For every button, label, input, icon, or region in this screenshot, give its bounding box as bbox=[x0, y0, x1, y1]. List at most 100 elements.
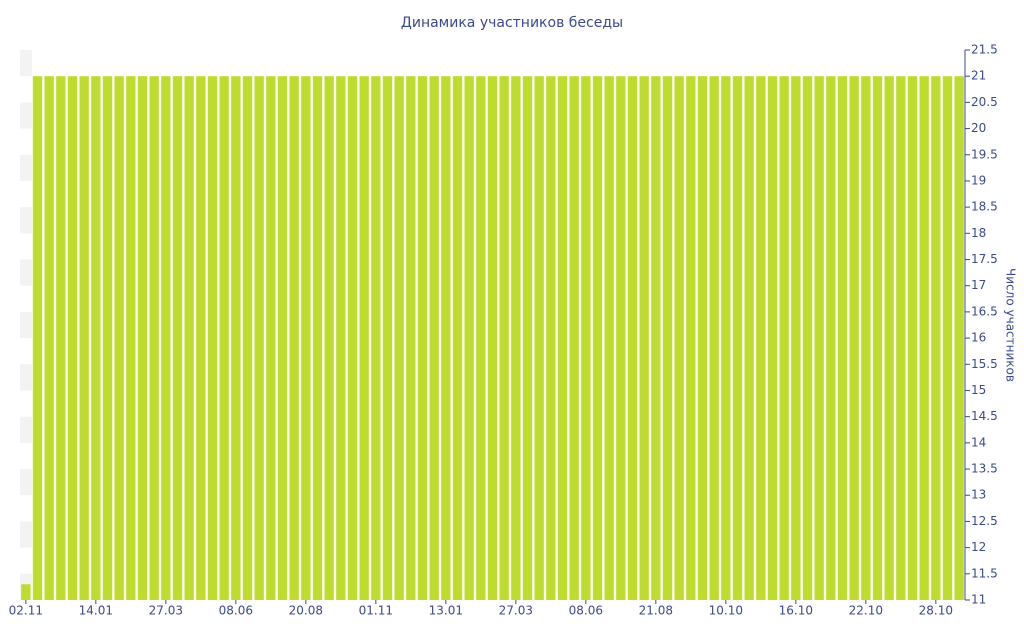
y-tick-label: 12.5 bbox=[971, 514, 998, 528]
bar bbox=[896, 76, 906, 600]
x-tick-label: 02.11 bbox=[9, 604, 43, 618]
bar bbox=[884, 76, 894, 600]
bar bbox=[476, 76, 486, 600]
bar bbox=[907, 76, 918, 600]
bar bbox=[872, 76, 883, 600]
bar bbox=[639, 76, 649, 600]
bar bbox=[861, 76, 871, 600]
bar bbox=[394, 76, 404, 600]
bar bbox=[137, 76, 148, 600]
y-tick-label: 14.5 bbox=[971, 409, 998, 423]
bar bbox=[266, 76, 276, 600]
y-tick-label: 17.5 bbox=[971, 252, 998, 266]
bar bbox=[744, 76, 754, 600]
stripe bbox=[20, 102, 32, 129]
bar bbox=[732, 76, 743, 600]
bar bbox=[919, 76, 929, 600]
y-tick-label: 19 bbox=[971, 173, 986, 187]
bar bbox=[114, 76, 124, 600]
stripe bbox=[20, 154, 32, 181]
bar bbox=[546, 76, 556, 600]
x-tick-label: 28.10 bbox=[919, 604, 953, 618]
y-tick-label: 15.5 bbox=[971, 357, 998, 371]
bar bbox=[767, 76, 778, 600]
bar bbox=[91, 76, 101, 600]
y-axis-label: Число участников bbox=[1004, 268, 1018, 382]
bar bbox=[756, 76, 766, 600]
y-tick-label: 13 bbox=[971, 488, 986, 502]
x-tick-label: 08.06 bbox=[219, 604, 253, 618]
stripe bbox=[20, 364, 32, 391]
y-tick-label: 20 bbox=[971, 121, 986, 135]
stripe bbox=[20, 521, 32, 548]
bar bbox=[452, 76, 463, 600]
y-tick-label: 11 bbox=[971, 593, 986, 607]
bar bbox=[931, 76, 941, 600]
stripe bbox=[20, 259, 32, 286]
bar bbox=[172, 76, 183, 600]
bar bbox=[161, 76, 171, 600]
bar bbox=[662, 76, 673, 600]
bar bbox=[324, 76, 334, 600]
bar bbox=[312, 76, 323, 600]
x-tick-label: 01.11 bbox=[359, 604, 393, 618]
bar bbox=[511, 76, 521, 600]
x-tick-label: 13.01 bbox=[429, 604, 463, 618]
bar bbox=[32, 76, 43, 600]
bar bbox=[557, 76, 568, 600]
x-tick-label: 14.01 bbox=[79, 604, 113, 618]
bar bbox=[44, 76, 54, 600]
bar bbox=[429, 76, 439, 600]
bar bbox=[942, 76, 953, 600]
y-tick-label: 20.5 bbox=[971, 95, 998, 109]
bar bbox=[674, 76, 684, 600]
bar bbox=[534, 76, 544, 600]
bar bbox=[207, 76, 218, 600]
bar bbox=[779, 76, 789, 600]
bar bbox=[289, 76, 299, 600]
bar bbox=[277, 76, 288, 600]
bar bbox=[254, 76, 264, 600]
x-tick-label: 20.08 bbox=[289, 604, 323, 618]
bar bbox=[604, 76, 614, 600]
bar bbox=[837, 76, 848, 600]
bar bbox=[126, 76, 136, 600]
y-tick-label: 12 bbox=[971, 540, 986, 554]
x-tick-label: 08.06 bbox=[569, 604, 603, 618]
bar bbox=[67, 76, 78, 600]
bar bbox=[581, 76, 591, 600]
bar bbox=[464, 76, 474, 600]
bar bbox=[417, 76, 428, 600]
bar bbox=[231, 76, 241, 600]
y-tick-label: 18.5 bbox=[971, 200, 998, 214]
bar bbox=[219, 76, 229, 600]
bar bbox=[721, 76, 731, 600]
bar bbox=[184, 76, 194, 600]
bar bbox=[802, 76, 813, 600]
bar bbox=[382, 76, 393, 600]
y-tick-label: 19.5 bbox=[971, 147, 998, 161]
bar bbox=[56, 76, 66, 600]
bar bbox=[196, 76, 206, 600]
bar bbox=[406, 76, 416, 600]
x-tick-label: 10.10 bbox=[709, 604, 743, 618]
bar bbox=[301, 76, 311, 600]
y-tick-label: 21 bbox=[971, 69, 986, 83]
bar bbox=[954, 76, 964, 600]
y-tick-label: 17 bbox=[971, 278, 986, 292]
bar bbox=[522, 76, 533, 600]
bar bbox=[499, 76, 509, 600]
bar bbox=[709, 76, 719, 600]
stripe bbox=[20, 50, 32, 77]
y-tick-label: 16 bbox=[971, 331, 986, 345]
stripe bbox=[20, 469, 32, 496]
x-tick-label: 16.10 bbox=[779, 604, 813, 618]
x-tick-label: 27.03 bbox=[149, 604, 183, 618]
bar bbox=[569, 76, 579, 600]
x-tick-label: 22.10 bbox=[849, 604, 883, 618]
bar bbox=[616, 76, 626, 600]
bar bbox=[487, 76, 498, 600]
stripe bbox=[20, 207, 32, 234]
bar bbox=[849, 76, 859, 600]
